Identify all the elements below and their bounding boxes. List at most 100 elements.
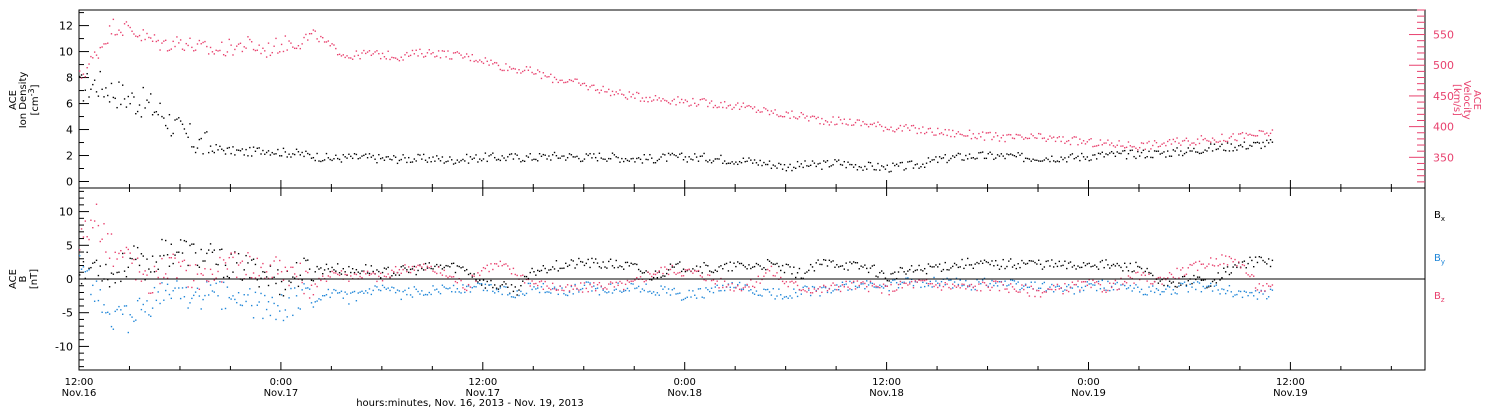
bfield-point-z-54-4 [995, 280, 997, 282]
bfield-point-y-14-8 [329, 296, 331, 299]
plasma-point-1-57-0 [1038, 132, 1040, 135]
plasma-point-0-57-5 [1047, 158, 1049, 161]
bfield-point-z-38-5 [727, 284, 730, 286]
bfield-point-z-58-8 [1069, 286, 1072, 288]
bfield-point-x-68-3 [1228, 273, 1231, 276]
plasma-point-0-16-0 [348, 153, 350, 155]
plasma-point-0-53-6 [981, 151, 984, 153]
bfield-point-z-34-2 [654, 273, 657, 276]
bfield-point-z-35-6 [679, 271, 681, 274]
bfield-point-x-65-6 [1183, 275, 1186, 278]
plasma-point-1-13-1 [299, 47, 301, 50]
plasma-point-0-44-0 [819, 162, 821, 165]
bfield-point-x-9-6 [241, 279, 244, 281]
plasma-point-1-30-3 [589, 86, 591, 88]
bfield-point-z-31-6 [611, 282, 614, 284]
bfield-point-z-41-0 [768, 270, 771, 272]
bfield-label-line2: B [18, 275, 29, 282]
bfield-point-y-2-6 [123, 305, 126, 307]
plasma-point-1-60-5 [1097, 144, 1100, 147]
bfield-point-z-19-4 [406, 270, 408, 273]
bfield-point-x-61-7 [1118, 264, 1120, 267]
bfield-point-z-37-5 [710, 279, 713, 282]
plasma-point-1-70-8 [1271, 129, 1274, 131]
bfield-point-z-11-5 [273, 260, 275, 262]
plasma-point-0-28-5 [559, 157, 561, 159]
plasma-point-0-29-6 [578, 157, 580, 160]
plasma-point-0-58-5 [1064, 157, 1066, 159]
bfield-point-y-19-5 [408, 287, 410, 289]
bfield-point-y-52-2 [957, 283, 960, 286]
plasma-point-1-47-1 [871, 123, 874, 126]
density-axis-label: ACE Ion Density [cm-3] [8, 72, 41, 129]
plasma-point-0-34-3 [656, 159, 659, 162]
bfield-point-z-17-0 [365, 273, 367, 275]
bfield-point-z-63-6 [1150, 283, 1152, 285]
bfield-point-z-31-3 [606, 288, 608, 290]
plasma-point-0-69-3 [1245, 148, 1247, 150]
bfield-point-z-20-1 [417, 264, 419, 267]
bfield-point-y-65-6 [1183, 281, 1186, 283]
bfield-point-y-24-7 [495, 288, 498, 291]
plasma-point-1-66-1 [1191, 142, 1193, 144]
bfield-point-z-26-8 [531, 280, 533, 282]
bfield-point-y-29-2 [570, 285, 573, 288]
bfield-point-z-42-2 [789, 281, 791, 283]
bfield-point-y-15-4 [338, 291, 341, 294]
plasma-point-0-46-6 [864, 165, 866, 168]
bfield-point-x-0-5 [88, 267, 90, 270]
bfield-point-x-62-6 [1133, 270, 1135, 272]
bfield-point-x-46-3 [858, 268, 860, 270]
bfield-point-z-4-3 [151, 292, 154, 294]
bfield-point-z-22-3 [454, 280, 457, 283]
plasma-point-1-40-4 [759, 111, 761, 113]
plasma-point-1-64-3 [1161, 143, 1163, 145]
plasma-point-1-16-6 [359, 58, 361, 60]
plasma-point-1-0-8 [93, 51, 96, 53]
bfield-point-y-33-1 [636, 287, 638, 289]
plasma-point-1-20-7 [428, 49, 430, 51]
plasma-point-1-11-1 [265, 56, 268, 58]
plasma-point-1-6-4 [187, 44, 189, 47]
plasma-point-0-38-6 [729, 162, 731, 165]
bfield-point-z-20-0 [415, 266, 417, 268]
bfield-point-x-50-4 [927, 263, 930, 265]
bfield-point-z-34-7 [664, 266, 666, 268]
bfield-point-z-61-2 [1109, 282, 1111, 284]
bfield-point-z-59-8 [1086, 284, 1089, 287]
bfield-point-z-11-2 [267, 277, 270, 280]
bfield-point-z-29-0 [566, 284, 569, 286]
bfield-point-z-35-0 [667, 273, 670, 276]
bfield-point-y-15-7 [344, 291, 346, 293]
bfield-point-y-42-2 [789, 295, 791, 297]
plasma-point-1-53-2 [974, 136, 976, 139]
bfield-point-z-56-5 [1030, 285, 1032, 287]
bfield-point-z-1-3 [101, 238, 103, 240]
plasma-point-1-10-6 [258, 44, 260, 46]
plasma-point-0-64-2 [1159, 153, 1161, 155]
bfield-point-z-48-4 [894, 290, 896, 292]
bfield-point-z-16-0 [348, 280, 350, 282]
bfield-point-z-11-8 [279, 259, 281, 262]
bfield-point-z-16-4 [355, 273, 358, 276]
plasma-point-0-19-0 [398, 159, 401, 162]
bfield-point-x-68-4 [1230, 272, 1232, 274]
plasma-point-1-55-5 [1013, 137, 1016, 140]
bfield-point-y-37-7 [714, 286, 717, 288]
bfield-point-y-34-4 [658, 294, 660, 296]
bfield-point-z-15-4 [338, 274, 341, 277]
plasma-point-1-52-4 [961, 133, 963, 136]
plasma-point-1-26-5 [525, 66, 528, 68]
bfield-point-z-24-4 [490, 263, 492, 265]
plasma-point-0-69-4 [1247, 147, 1249, 150]
bfield-point-x-10-5 [256, 279, 258, 281]
bfield-point-z-25-5 [508, 268, 511, 270]
plasma-point-1-0-3 [84, 76, 87, 78]
bfield-point-x-24-8 [497, 288, 500, 290]
plasma-point-0-68-2 [1226, 142, 1229, 144]
plasma-point-1-42-1 [787, 112, 789, 114]
plasma-point-0-23-7 [479, 158, 481, 160]
plasma-point-0-6-4 [187, 136, 189, 139]
bfield-point-x-15-3 [336, 263, 339, 265]
